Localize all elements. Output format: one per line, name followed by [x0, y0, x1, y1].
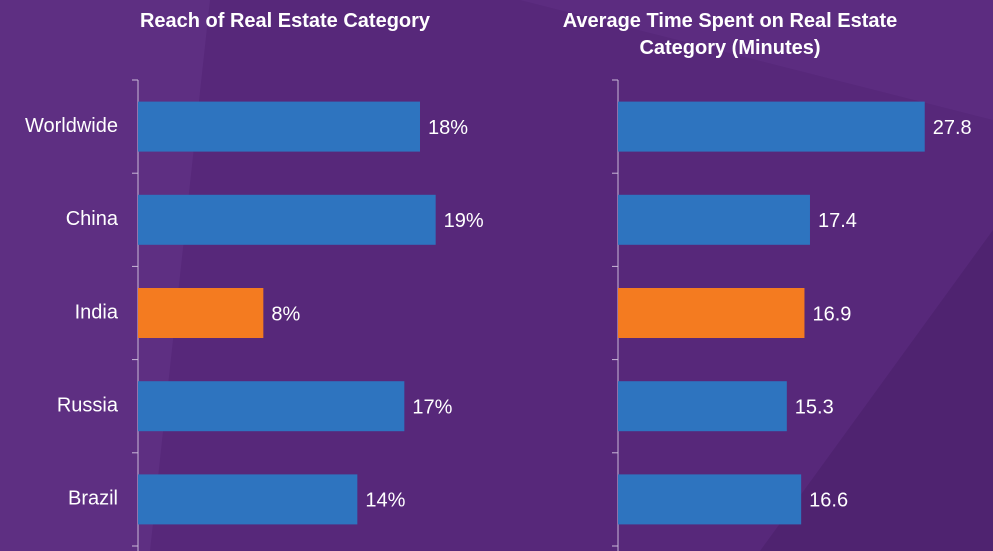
data-label: 18% — [428, 117, 468, 139]
data-label: 14% — [365, 490, 405, 512]
background-shape — [760, 230, 993, 551]
bar — [138, 194, 436, 245]
data-label: 19% — [444, 210, 484, 232]
y-tick-label: Worldwide — [25, 115, 118, 137]
y-tick-label: India — [75, 301, 119, 323]
data-label: 15.3 — [795, 396, 834, 418]
background-shape — [520, 0, 993, 120]
bar — [618, 381, 787, 432]
data-label: 16.9 — [812, 303, 851, 325]
y-tick-label: Russia — [57, 394, 119, 416]
background-shape — [0, 0, 210, 551]
bar — [618, 194, 810, 245]
bar — [138, 288, 264, 338]
data-label: 17% — [412, 396, 452, 418]
data-label: 8% — [271, 303, 300, 325]
chart-title: Reach of Real Estate Category — [139, 10, 431, 32]
bar — [618, 474, 802, 525]
y-tick-label: China — [66, 208, 119, 230]
y-tick-label: Brazil — [68, 488, 118, 510]
data-label: 16.6 — [809, 490, 848, 512]
chart-title: Average Time Spent on Real Estate Catego… — [562, 10, 898, 59]
bar — [138, 101, 420, 152]
data-label: 17.4 — [818, 210, 857, 232]
bar — [618, 101, 925, 152]
bar — [138, 381, 405, 432]
data-label: 27.8 — [933, 117, 972, 139]
bar — [138, 474, 358, 525]
bar — [618, 288, 805, 338]
